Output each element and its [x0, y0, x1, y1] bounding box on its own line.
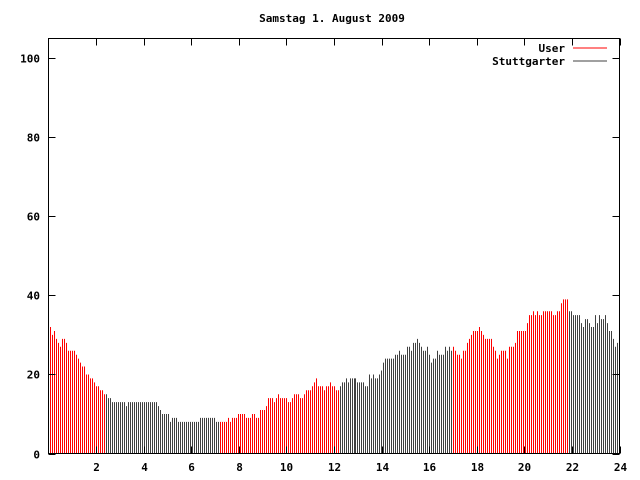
x-tick-label: 4: [141, 461, 148, 474]
legend-label-stuttgarter: Stuttgarter: [492, 55, 565, 68]
y-tick-label: 40: [27, 290, 40, 303]
x-tick-label: 6: [188, 461, 195, 474]
x-tick-label: 10: [280, 461, 293, 474]
x-tick-label: 12: [328, 461, 341, 474]
x-tick-label: 20: [518, 461, 531, 474]
y-tick-label: 100: [20, 53, 40, 66]
x-tick-label: 18: [471, 461, 484, 474]
y-tick-label: 80: [27, 132, 40, 145]
y-tick-label: 60: [27, 211, 40, 224]
x-tick-label: 16: [423, 461, 437, 474]
y-tick-label: 0: [33, 449, 40, 462]
y-tick-label: 20: [27, 369, 40, 382]
x-tick-label: 22: [566, 461, 579, 474]
legend-label-user: User: [539, 42, 566, 55]
chart-title: Samstag 1. August 2009: [259, 12, 405, 25]
legend: User Stuttgarter: [492, 42, 607, 68]
x-tick-label: 24: [614, 461, 628, 474]
x-tick-label: 8: [236, 461, 243, 474]
x-tick-label: 2: [93, 461, 100, 474]
x-tick-label: 14: [376, 461, 390, 474]
bars: [50, 299, 618, 454]
